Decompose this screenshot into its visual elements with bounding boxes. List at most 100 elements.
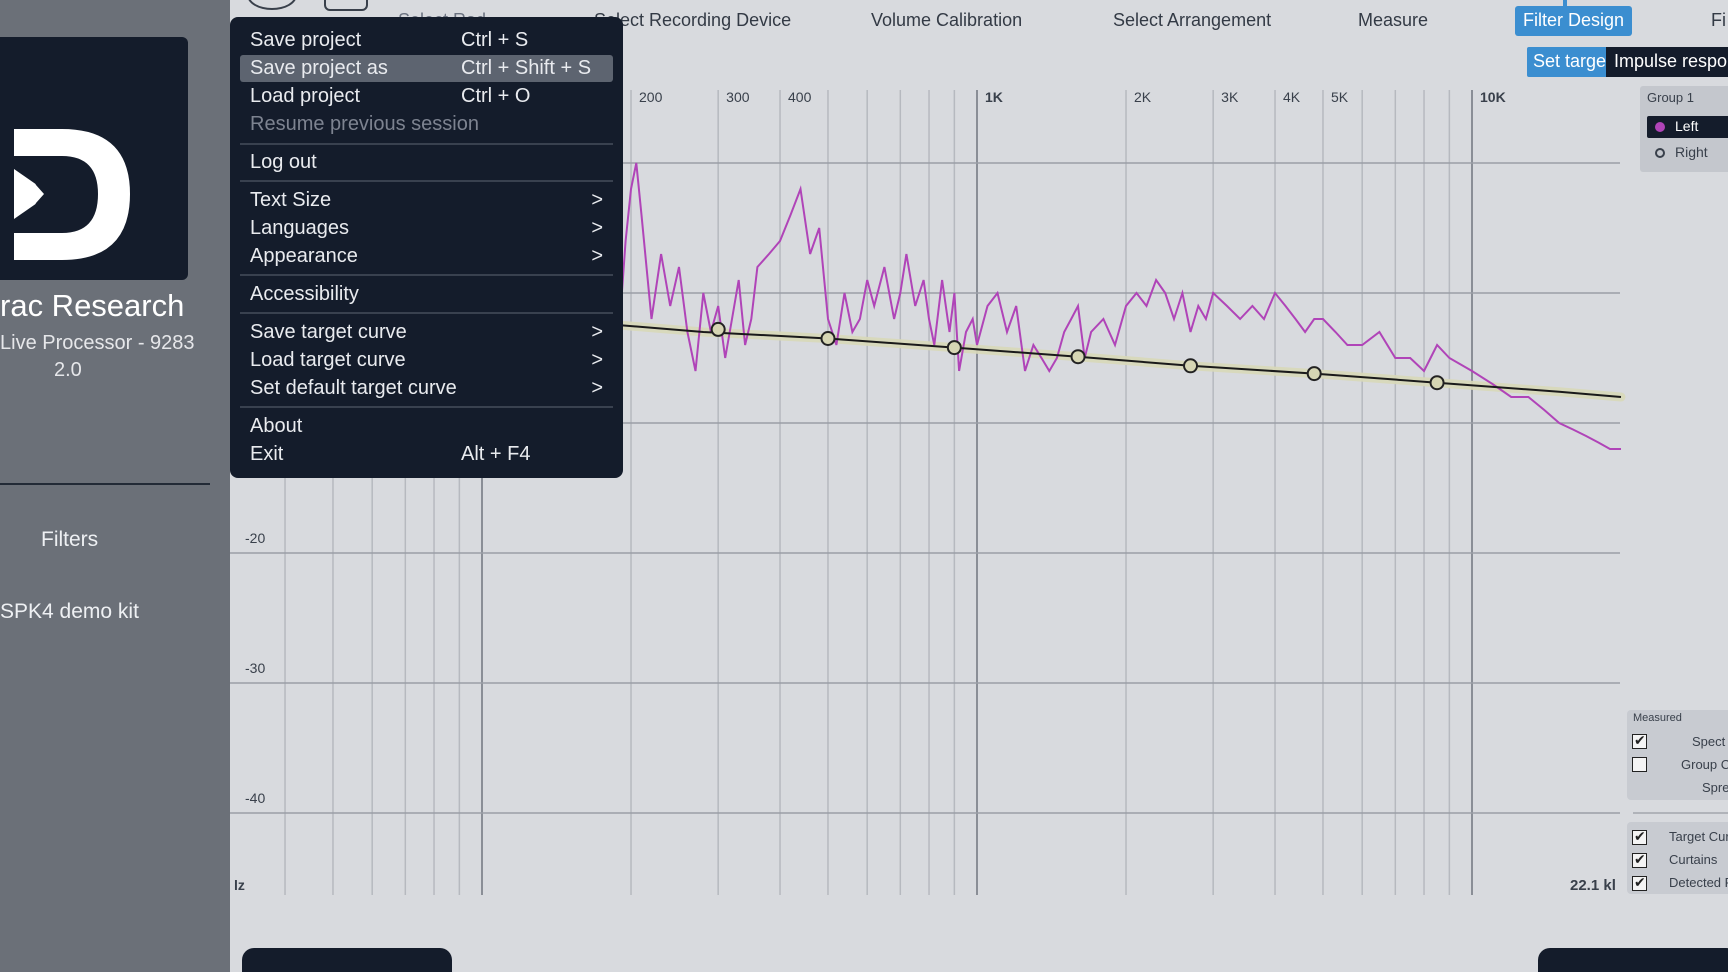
menu-languages-label: Languages	[250, 217, 349, 239]
menu-load-target-curve[interactable]: Load target curve >	[240, 347, 613, 374]
menu-text-size[interactable]: Text Size >	[240, 187, 613, 214]
menu-load-project-shortcut: Ctrl + O	[461, 85, 531, 107]
chevron-right-icon: >	[591, 321, 603, 343]
y-tick-label: -20	[245, 530, 265, 546]
y-tick-label: -40	[245, 790, 265, 806]
menu-log-out-label: Log out	[250, 151, 317, 173]
detected-checkbox[interactable]	[1632, 874, 1647, 891]
menu-exit-shortcut: Alt + F4	[461, 443, 531, 465]
spectrum-label: Spect	[1692, 734, 1726, 749]
x-min-label: lz	[234, 877, 245, 893]
main-menu: Save project Ctrl + S Save project as Ct…	[230, 17, 623, 478]
channel-left[interactable]: Left	[1647, 116, 1728, 138]
nav-measure[interactable]: Measure	[1358, 10, 1429, 30]
channel-right-radio	[1655, 148, 1665, 158]
x-tick-label: 5K	[1331, 89, 1349, 105]
chevron-right-icon: >	[591, 217, 603, 239]
target-handle[interactable]	[1429, 375, 1445, 391]
y-tick-label: -30	[245, 660, 265, 676]
bottom-right-tab[interactable]	[1538, 948, 1728, 972]
channel-right[interactable]: Right	[1647, 142, 1728, 164]
target-handle[interactable]	[1306, 366, 1322, 382]
menu-languages[interactable]: Languages >	[240, 215, 613, 242]
nav-next-partial[interactable]: Fi	[1711, 10, 1726, 30]
menu-appearance[interactable]: Appearance >	[240, 243, 613, 270]
panel-divider	[1633, 812, 1728, 814]
menu-save-project-as[interactable]: Save project as Ctrl + Shift + S	[240, 55, 613, 82]
menu-text-size-label: Text Size	[250, 189, 332, 211]
sidebar-divider	[0, 483, 210, 485]
channel-right-label: Right	[1675, 144, 1708, 160]
target-handle[interactable]	[1070, 349, 1086, 365]
nav-filter-design[interactable]: Filter Design	[1515, 6, 1633, 36]
target-curve-label: Target Cur	[1669, 829, 1728, 844]
channel-left-color-dot	[1655, 122, 1665, 132]
menu-save-target-curve[interactable]: Save target curve >	[240, 319, 613, 346]
sidebar: rac Research Live Processor - 9283 2.0 F…	[0, 0, 230, 972]
x-tick-label: 400	[788, 89, 812, 105]
toolbar-button[interactable]	[324, 0, 368, 11]
tab-impulse-response[interactable]: Impulse respon	[1606, 47, 1728, 77]
menu-separator	[240, 312, 613, 314]
menu-save-target-curve-label: Save target curve	[250, 321, 407, 343]
sidebar-item-demo-kit[interactable]: SPK4 demo kit	[0, 600, 139, 623]
menu-log-out[interactable]: Log out	[240, 149, 613, 176]
target-handle[interactable]	[946, 340, 962, 356]
target-handle[interactable]	[820, 331, 836, 346]
x-tick-label: :	[1629, 89, 1630, 105]
menu-accessibility[interactable]: Accessibility	[240, 281, 613, 308]
menu-save-project-shortcut: Ctrl + S	[461, 29, 529, 51]
device-version: 2.0	[54, 359, 82, 381]
curtains-label: Curtains	[1669, 852, 1718, 867]
company-name: rac Research	[0, 288, 185, 323]
menu-save-project-as-label: Save project as	[250, 57, 388, 79]
device-name: Live Processor - 9283	[0, 332, 195, 354]
target-curve-checkbox[interactable]	[1632, 828, 1647, 845]
target-handle[interactable]	[1183, 358, 1199, 374]
menu-about[interactable]: About	[240, 413, 613, 440]
menu-load-project[interactable]: Load project Ctrl + O	[240, 83, 613, 110]
target-handles[interactable]	[710, 321, 1445, 391]
menu-exit-label: Exit	[250, 443, 284, 465]
y-tick-labels: -20 -30 -40	[245, 530, 265, 806]
menu-load-project-label: Load project	[250, 85, 361, 107]
menu-exit[interactable]: Exit Alt + F4	[240, 441, 613, 468]
nav-select-arrangement[interactable]: Select Arrangement	[1113, 10, 1272, 30]
chevron-right-icon: >	[591, 245, 603, 267]
chevron-right-icon: >	[591, 189, 603, 211]
curtains-checkbox[interactable]	[1632, 851, 1647, 868]
group-panel: Group 1 Left Right	[1640, 86, 1728, 172]
spectrum-checkbox[interactable]	[1632, 732, 1647, 749]
dirac-logo-icon	[14, 129, 130, 260]
x-tick-label: 200	[639, 89, 663, 105]
sidebar-item-filters[interactable]: Filters	[41, 528, 99, 551]
group-delay-label: Group C	[1681, 757, 1728, 772]
menu-separator	[240, 180, 613, 182]
x-tick-label: 4K	[1283, 89, 1301, 105]
menu-resume-session: Resume previous session	[240, 111, 613, 138]
menu-separator	[240, 143, 613, 145]
measured-title: Measured	[1633, 712, 1682, 724]
tab-set-target[interactable]: Set target	[1527, 47, 1618, 77]
x-max-label: 22.1 kl	[1570, 877, 1616, 894]
x-tick-label: 2K	[1134, 89, 1152, 105]
bottom-left-tab[interactable]	[242, 948, 452, 972]
nav-select-recording-device[interactable]: Select Recording Device	[594, 10, 792, 30]
x-tick-label: 1K	[985, 89, 1003, 105]
menu-separator	[240, 406, 613, 408]
overlay-panel: Target Cur Curtains Detected F	[1627, 822, 1728, 894]
group-title: Group 1	[1647, 90, 1694, 105]
nav-volume-calibration[interactable]: Volume Calibration	[871, 10, 1023, 30]
menu-set-default-target-curve-label: Set default target curve	[250, 377, 457, 399]
menu-save-project[interactable]: Save project Ctrl + S	[240, 27, 613, 54]
x-tick-labels: 200 300 400 1K 2K 3K 4K 5K 10K:	[639, 89, 1630, 105]
x-tick-label: 300	[726, 89, 750, 105]
menu-resume-session-label: Resume previous session	[250, 113, 479, 135]
menu-accessibility-label: Accessibility	[250, 283, 359, 305]
group-delay-checkbox[interactable]	[1632, 757, 1647, 772]
measured-panel: Measured Spect Group C Spre	[1627, 710, 1728, 800]
menu-set-default-target-curve[interactable]: Set default target curve >	[240, 375, 613, 402]
target-handle[interactable]	[710, 321, 726, 337]
menu-load-target-curve-label: Load target curve	[250, 349, 406, 371]
